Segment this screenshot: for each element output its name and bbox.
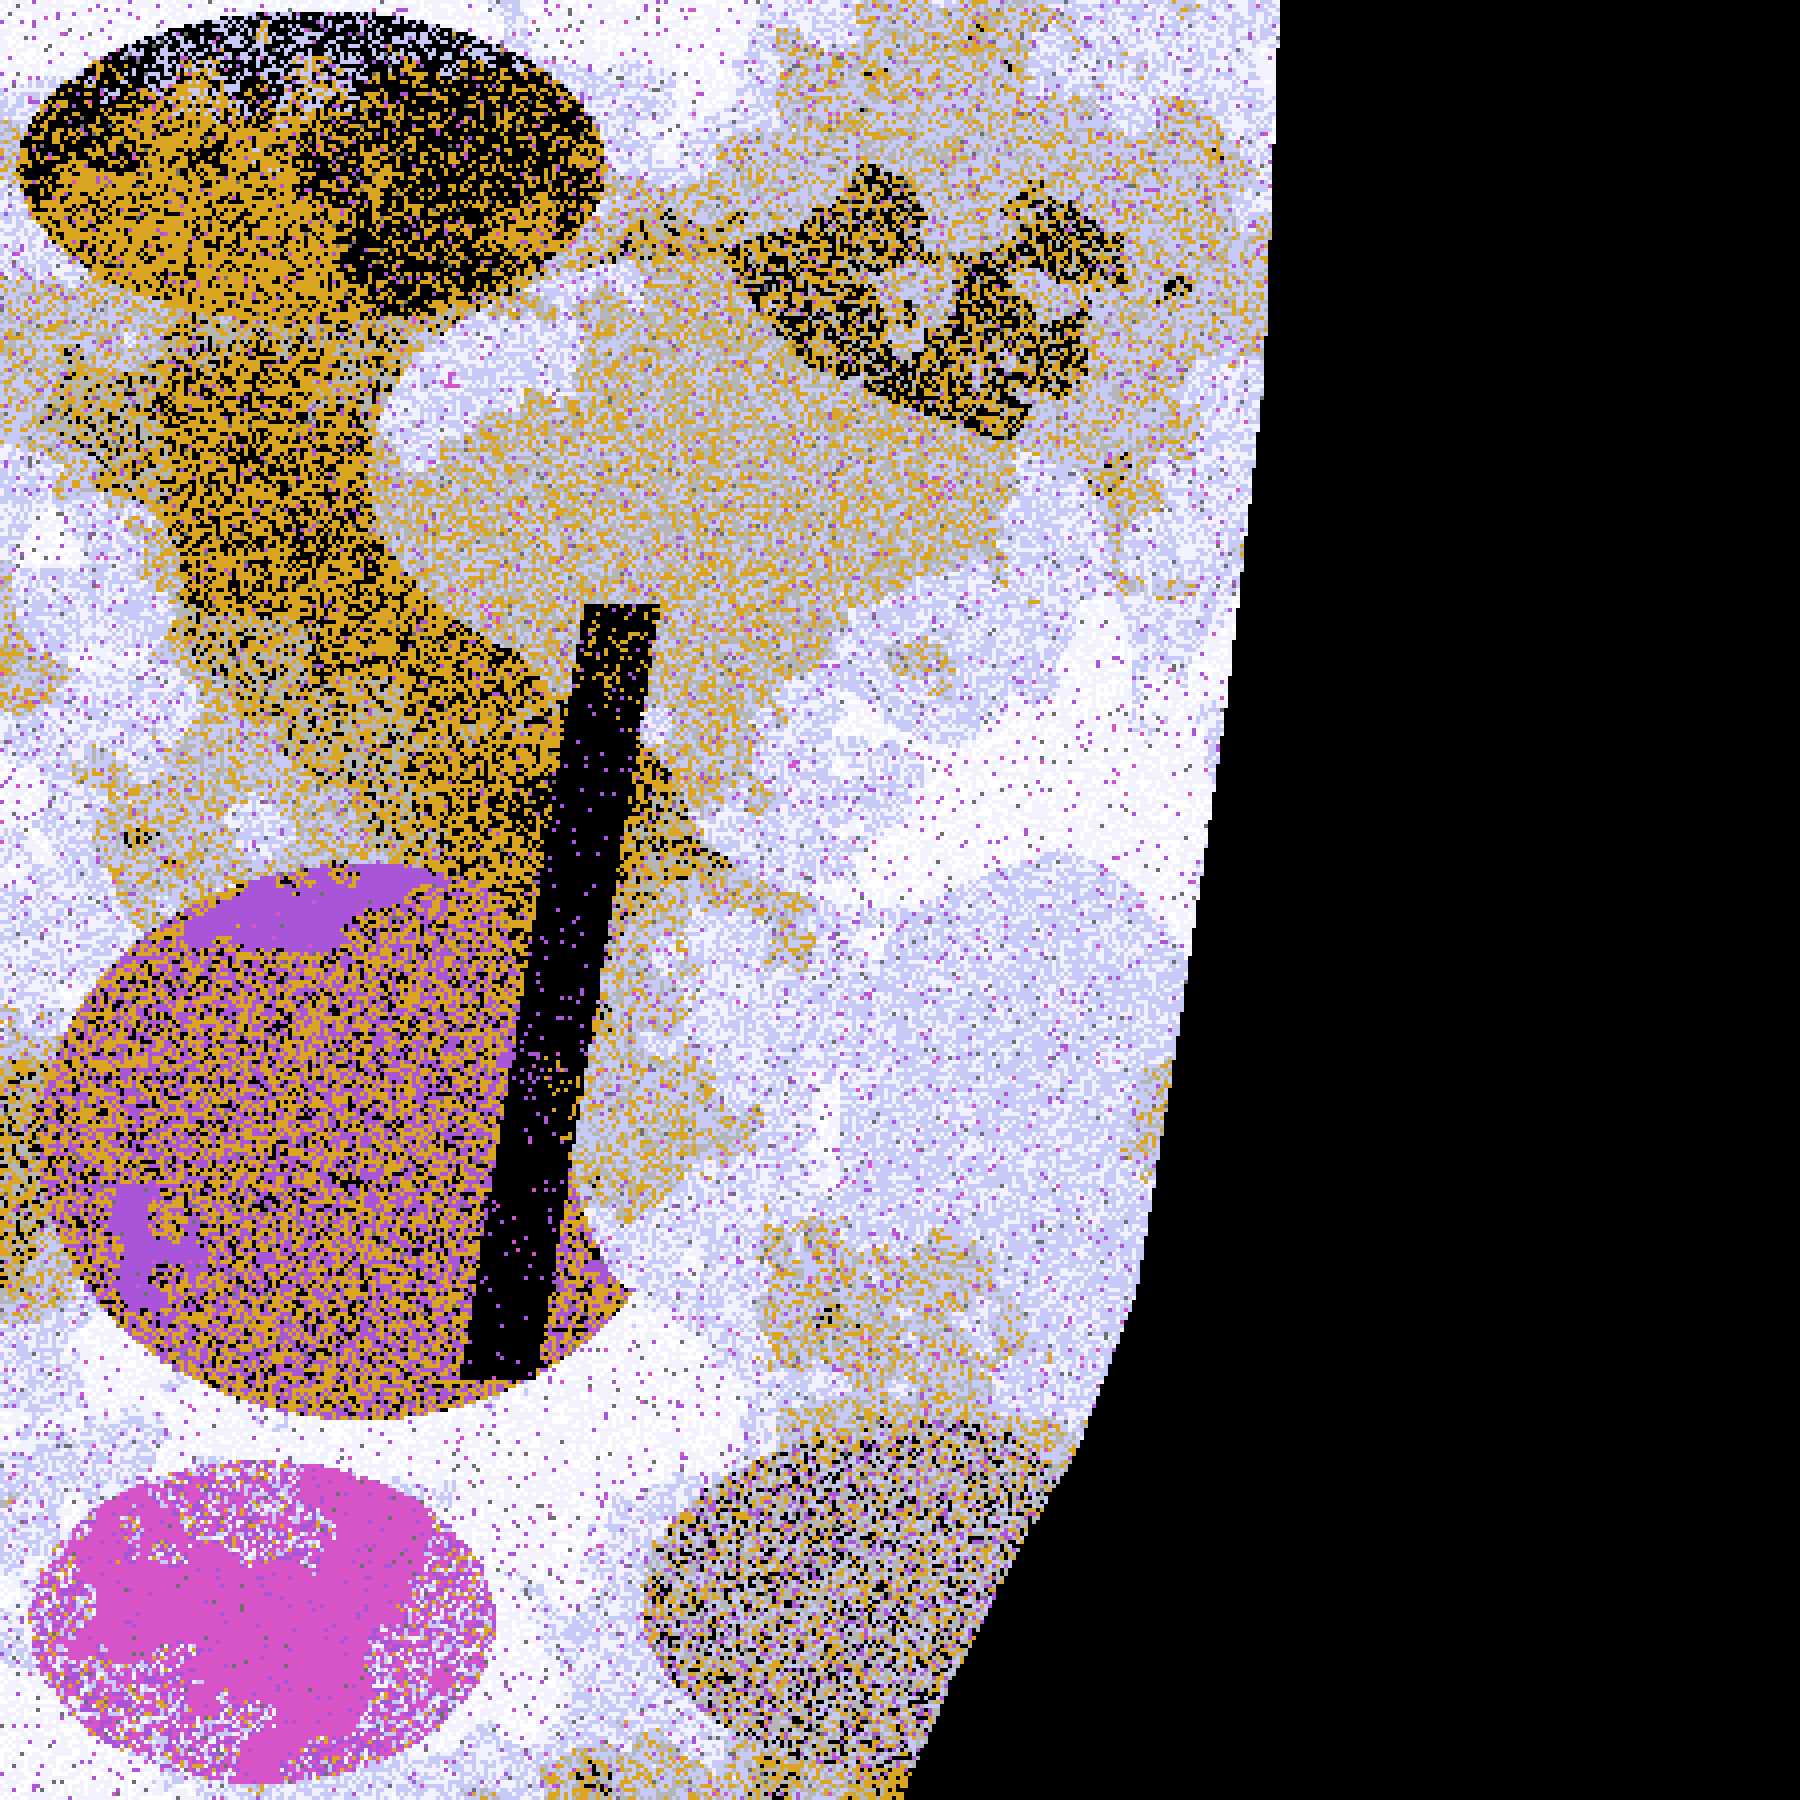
satellite-scene <box>0 0 1800 1800</box>
classification-raster <box>0 0 1800 1800</box>
